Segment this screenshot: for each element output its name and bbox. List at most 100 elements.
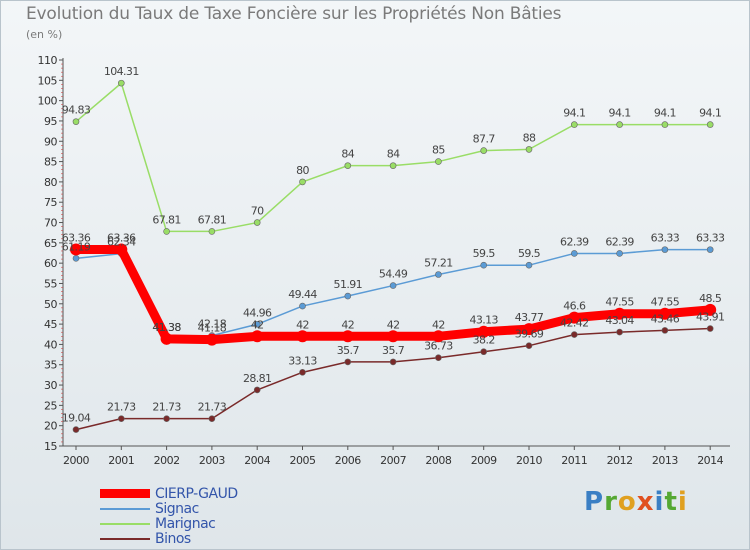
data-label-binos: 35.7	[382, 344, 405, 357]
data-point-binos	[72, 426, 80, 433]
data-label-signac: 61.19	[62, 240, 91, 253]
data-point-signac	[570, 250, 578, 257]
y-tick-label: 45	[44, 318, 57, 331]
data-point-binos	[389, 358, 397, 366]
data-label-binos: 39.69	[515, 328, 544, 341]
proxiti-logo: Proxiti	[584, 487, 688, 517]
data-point-binos	[163, 415, 170, 422]
y-tick-label: 20	[44, 420, 57, 433]
data-point-marignac	[570, 121, 578, 128]
data-point-marignac	[616, 121, 623, 128]
data-label-binos: 36.73	[424, 340, 453, 353]
y-tick-label: 55	[44, 277, 57, 290]
legend: CIERP-GAUD Signac Marignac Binos	[100, 486, 238, 547]
data-label-signac: 59.5	[473, 247, 496, 260]
data-label-marignac: 88	[523, 131, 536, 144]
data-point-marignac	[435, 158, 442, 165]
x-tick-label: 2010	[516, 454, 542, 467]
data-label-binos: 21.73	[198, 401, 227, 414]
data-label-cierp-gaud: 47.55	[605, 296, 634, 309]
data-point-cierp-gaud	[115, 243, 128, 256]
data-label-marignac: 104.31	[104, 65, 139, 78]
y-tick-label: 80	[44, 176, 57, 189]
x-tick-label: 2006	[335, 454, 361, 467]
data-label-signac: 57.21	[424, 256, 453, 269]
y-tick-label: 15	[44, 440, 57, 453]
x-tick-label: 2004	[244, 454, 270, 467]
data-label-signac: 41.38	[152, 321, 181, 334]
data-label-binos: 38.2	[473, 334, 495, 347]
legend-item-signac: Signac	[100, 500, 238, 517]
data-label-binos: 42.42	[560, 317, 589, 330]
x-tick-label: 2003	[199, 454, 225, 467]
data-label-marignac: 94.1	[654, 107, 676, 120]
data-point-binos	[299, 369, 306, 376]
y-tick-label: 60	[44, 257, 57, 270]
data-point-cierp-gaud	[296, 330, 309, 343]
data-label-binos: 43.04	[605, 314, 634, 327]
legend-swatch	[100, 537, 150, 540]
unit-label: (en %)	[26, 28, 63, 41]
legend-item-marignac: Marignac	[100, 516, 238, 532]
data-point-binos	[661, 327, 669, 334]
data-label-signac: 42.18	[198, 318, 227, 331]
data-label-signac: 54.49	[379, 268, 408, 281]
data-point-cierp-gaud	[432, 330, 445, 343]
data-point-cierp-gaud	[251, 330, 264, 343]
data-point-signac	[661, 246, 669, 253]
data-point-signac	[480, 261, 488, 269]
data-label-marignac: 94.1	[699, 107, 721, 120]
data-label-marignac: 94.1	[563, 107, 585, 120]
data-point-cierp-gaud	[613, 307, 626, 320]
data-point-marignac	[72, 118, 80, 125]
data-label-cierp-gaud: 42	[341, 318, 354, 331]
x-tick-label: 2007	[380, 454, 406, 467]
data-point-marignac	[253, 219, 261, 226]
data-label-cierp-gaud: 43.77	[515, 311, 544, 324]
data-point-binos	[525, 342, 533, 349]
y-tick-label: 100	[38, 95, 58, 108]
y-tick-label: 50	[44, 298, 57, 311]
x-tick-label: 2000	[63, 454, 89, 467]
data-point-signac	[435, 271, 442, 278]
x-tick-label: 2001	[108, 454, 134, 467]
data-label-signac: 63.33	[651, 232, 680, 245]
data-label-marignac: 70	[251, 205, 264, 218]
data-point-cierp-gaud	[658, 307, 671, 320]
y-tick-label: 25	[44, 399, 57, 412]
data-point-signac	[525, 261, 533, 269]
y-tick-label: 35	[44, 359, 57, 372]
data-point-marignac	[208, 228, 216, 235]
data-label-cierp-gaud: 42	[296, 318, 309, 331]
data-point-cierp-gaud	[523, 323, 535, 336]
data-label-marignac: 67.81	[198, 213, 227, 226]
data-point-binos	[616, 328, 623, 336]
data-point-cierp-gaud	[70, 243, 82, 256]
data-label-cierp-gaud: 42	[387, 318, 400, 331]
legend-label: Signac	[155, 500, 199, 517]
chart-title: Evolution du Taux de Taxe Foncière sur l…	[26, 4, 562, 24]
data-label-cierp-gaud: 63.36	[107, 232, 136, 245]
data-point-marignac	[661, 121, 669, 128]
legend-swatch	[100, 522, 150, 525]
data-label-cierp-gaud: 42	[432, 318, 445, 331]
x-tick-label: 2014	[697, 454, 723, 467]
data-label-cierp-gaud: 41.38	[152, 321, 181, 334]
data-point-binos	[118, 415, 125, 422]
legend-item-cierp-gaud: CIERP-GAUD	[100, 486, 238, 502]
data-label-binos: 21.73	[107, 401, 136, 414]
y-tick-label: 90	[44, 135, 57, 148]
y-tick-label: 70	[44, 217, 57, 230]
data-point-cierp-gaud	[704, 303, 717, 316]
data-label-signac: 63.33	[696, 232, 725, 245]
legend-item-binos: Binos	[100, 531, 238, 547]
data-label-binos: 35.7	[337, 344, 360, 357]
data-label-marignac: 67.81	[152, 213, 181, 226]
y-tick-label: 75	[44, 196, 57, 209]
data-point-marignac	[163, 228, 170, 235]
x-tick-label: 2012	[607, 454, 633, 467]
data-point-binos	[253, 386, 261, 394]
data-label-cierp-gaud: 41.18	[198, 322, 227, 335]
data-label-signac: 44.96	[243, 306, 272, 319]
